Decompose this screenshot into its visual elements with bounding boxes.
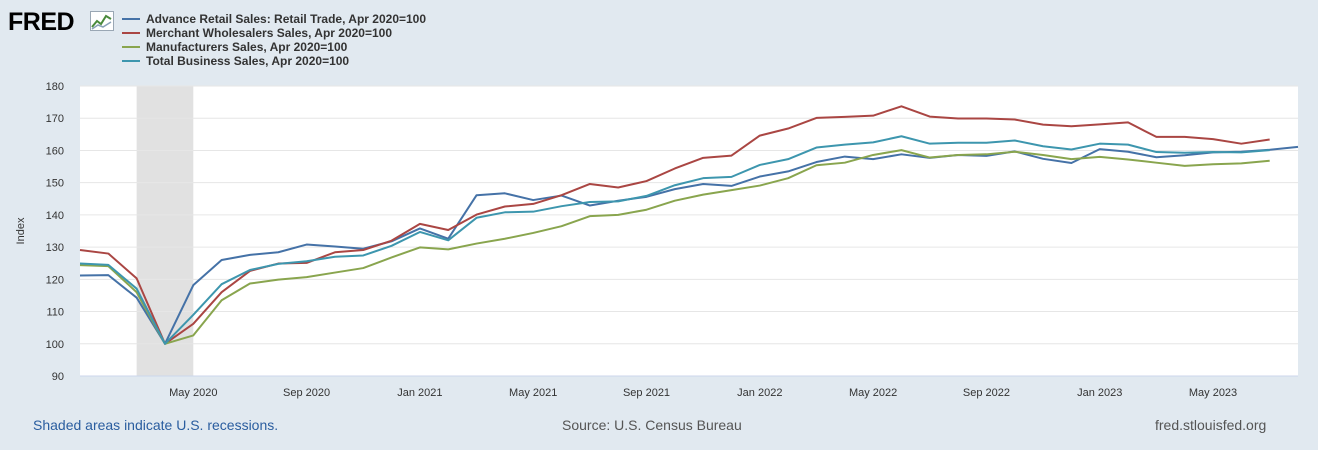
y-tick-label: 170 [46,113,64,125]
legend-swatch [122,17,140,20]
y-tick-label: 180 [46,81,64,93]
x-tick-label: May 2023 [1189,387,1237,399]
series-line-4 [79,135,1270,345]
legend-item-1: Advance Retail Sales: Retail Trade, Apr … [122,12,426,26]
y-tick-label: 140 [46,210,64,222]
chart-legend: Advance Retail Sales: Retail Trade, Apr … [122,12,426,68]
y-tick-label: 160 [46,145,64,157]
legend-swatch [122,45,140,48]
legend-item-3: Manufacturers Sales, Apr 2020=100 [122,40,426,54]
line-chart: 90 100 110 120 130 140 150 160 170 180 May 2020 Sep… [15,81,1299,399]
legend-swatch [122,59,140,62]
fred-logo-chart-icon [90,11,114,31]
plot-area [80,86,1298,376]
legend-label: Merchant Wholesalers Sales, Apr 2020=100 [146,26,393,40]
legend-label: Manufacturers Sales, Apr 2020=100 [146,40,348,54]
y-tick-label: 110 [46,307,64,319]
y-tick-label: 90 [52,371,64,383]
x-tick-label: Jan 2022 [737,387,782,399]
x-tick-label: Jan 2023 [1077,387,1122,399]
legend-item-4: Total Business Sales, Apr 2020=100 [122,54,426,68]
x-tick-label: May 2022 [849,387,897,399]
x-tick-label: Sep 2020 [283,387,330,399]
recession-note: Shaded areas indicate U.S. recessions. [33,417,279,433]
recession-shading [136,86,194,376]
legend-label: Total Business Sales, Apr 2020=100 [146,54,350,68]
legend-item-2: Merchant Wholesalers Sales, Apr 2020=100 [122,26,426,40]
y-tick-label: 130 [46,242,64,254]
fred-logo: FRED [8,8,75,36]
legend-label: Advance Retail Sales: Retail Trade, Apr … [146,12,427,26]
y-tick-label: 150 [46,178,64,190]
x-tick-label: May 2020 [169,387,217,399]
x-tick-label: Jan 2021 [397,387,442,399]
legend-swatch [122,31,140,34]
source-label: Source: U.S. Census Bureau [562,417,742,433]
series-line-1 [79,145,1299,345]
x-tick-label: May 2021 [509,387,557,399]
site-link[interactable]: fred.stlouisfed.org [1155,417,1267,433]
y-axis-label: Index [15,217,27,244]
x-tick-label: Sep 2021 [623,387,670,399]
y-tick-label: 100 [46,339,64,351]
y-tick-label: 120 [46,274,64,286]
series-line-3 [79,149,1270,345]
x-tick-label: Sep 2022 [963,387,1010,399]
